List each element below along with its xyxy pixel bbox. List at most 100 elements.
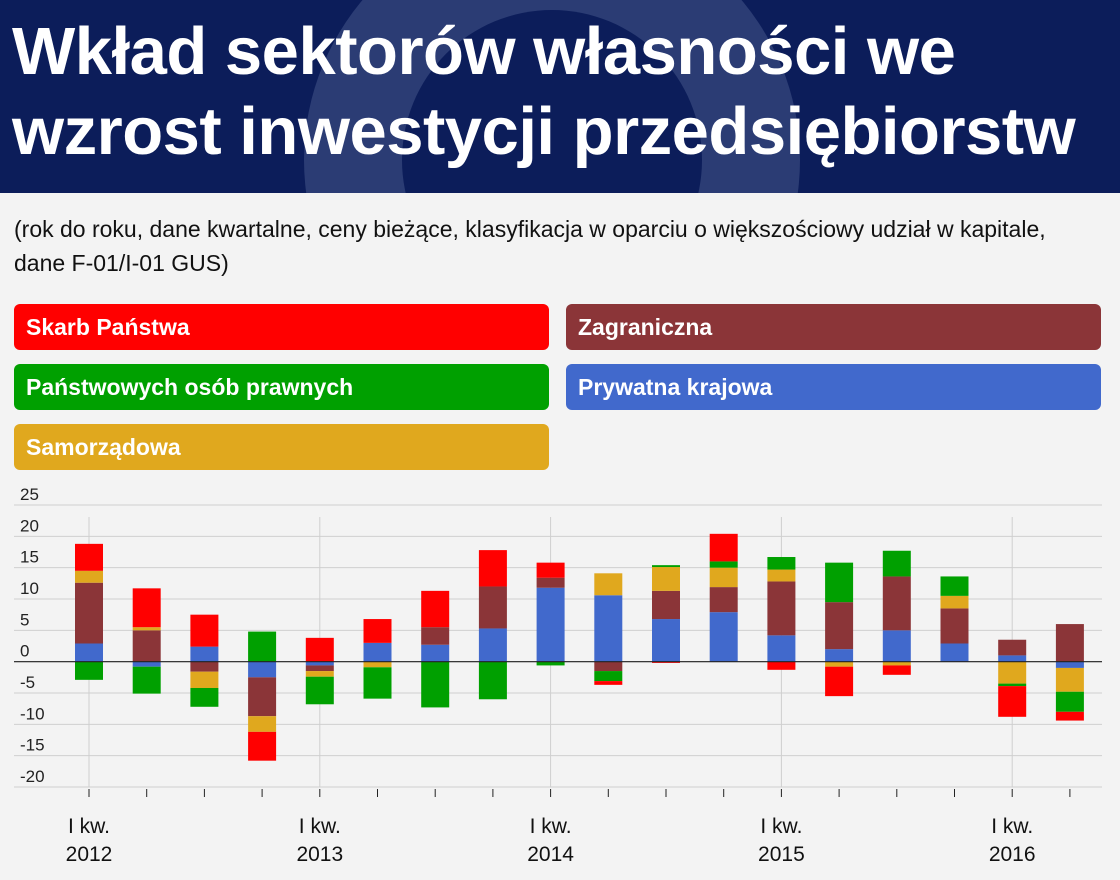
bar-segment-panstwowe [767, 557, 796, 570]
legend-item-samorzadowa: Samorządowa [14, 424, 549, 470]
bar-segment-samorzadowa [75, 570, 103, 583]
bar-segment-prywatna [652, 619, 680, 662]
bar-segment-prywatna [767, 635, 796, 662]
y-tick-label: 20 [20, 516, 39, 535]
y-tick-label: -5 [20, 673, 35, 692]
bar-segment-prywatna [75, 643, 103, 662]
bar-segment-panstwowe [190, 687, 219, 707]
header-logo-watermark [304, 0, 800, 193]
bar-segment-skarb [363, 619, 392, 643]
bar-segment-prywatna [132, 661, 161, 667]
bar-segment-zagraniczna [882, 576, 911, 631]
bar-segment-samorzadowa [709, 567, 738, 588]
bar-segment-prywatna [248, 661, 277, 678]
legend-label: Skarb Państwa [26, 314, 190, 340]
bar-segment-prywatna [421, 644, 450, 662]
bar-segment-skarb [1055, 711, 1084, 721]
x-tick-label-year: 2014 [527, 843, 574, 866]
bar-segment-samorzadowa [190, 671, 219, 688]
bar-segment-prywatna [478, 628, 507, 662]
bar-segment-prywatna [305, 661, 334, 666]
y-tick-label: 0 [20, 642, 29, 661]
bar-segment-skarb [594, 681, 623, 685]
bar-segment-panstwowe [1055, 691, 1084, 712]
bar-segment-samorzadowa [998, 661, 1027, 684]
bar-segment-samorzadowa [825, 661, 854, 667]
bar-segment-prywatna [940, 643, 969, 662]
x-tick-label-quarter: I kw. [68, 815, 110, 838]
legend-label: Samorządowa [26, 434, 181, 460]
bar-segment-skarb [75, 543, 103, 571]
bar-segment-panstwowe [940, 576, 969, 596]
bar-segment-prywatna [536, 587, 565, 662]
bar-segment-skarb [767, 661, 796, 670]
bar-segment-panstwowe [998, 683, 1027, 687]
bar-segment-zagraniczna [248, 677, 277, 717]
bar-segment-panstwowe [882, 550, 911, 577]
bar-segment-zagraniczna [132, 630, 161, 662]
bar-segment-prywatna [825, 649, 854, 662]
bar-segment-zagraniczna [940, 608, 969, 644]
x-tick-label-year: 2015 [758, 843, 805, 866]
bar-segment-skarb [652, 661, 680, 663]
chart-title: Wkład sektorów własności we wzrost inwes… [12, 14, 1076, 169]
y-tick-label: -15 [20, 736, 45, 755]
bar-segment-zagraniczna [75, 582, 103, 644]
bar-segment-panstwowe [825, 562, 854, 603]
bar-segment-panstwowe [652, 565, 680, 568]
bar-segment-skarb [709, 533, 738, 562]
legend-label: Prywatna krajowa [578, 374, 773, 400]
bar-segment-skarb [421, 590, 450, 628]
bar-segment-zagraniczna [767, 581, 796, 636]
header-banner: Wkład sektorów własności we wzrost inwes… [0, 0, 1120, 193]
bar-segment-prywatna [190, 646, 219, 662]
legend-label: Zagraniczna [578, 314, 713, 340]
bar-segment-prywatna [709, 612, 738, 662]
y-tick-label: 15 [20, 548, 39, 567]
bar-segment-zagraniczna [1055, 624, 1084, 662]
bar-segment-panstwowe [421, 661, 450, 708]
bar-segment-skarb [536, 562, 565, 578]
bar-segment-zagraniczna [190, 661, 219, 672]
bar-segment-skarb [305, 637, 334, 662]
bar-segment-prywatna [1055, 661, 1084, 668]
bar-segment-skarb [132, 588, 161, 628]
bar-segment-zagraniczna [305, 665, 334, 672]
legend-label: Państwowych osób prawnych [26, 374, 354, 400]
bar-segment-panstwowe [536, 661, 565, 666]
bar-segment-skarb [998, 686, 1027, 717]
bar-segment-samorzadowa [652, 567, 680, 591]
legend-item-panstwowych-osob-prawnych: Państwowych osób prawnych [14, 364, 549, 410]
bar-segment-samorzadowa [305, 671, 334, 677]
bar-segment-samorzadowa [940, 595, 969, 609]
bar-segment-panstwowe [305, 676, 334, 705]
bar-segment-samorzadowa [1055, 667, 1084, 692]
bar-segment-zagraniczna [998, 639, 1027, 656]
bar-segment-samorzadowa [248, 716, 277, 732]
y-tick-label: -10 [20, 704, 45, 723]
bar-segment-samorzadowa [594, 573, 623, 596]
bar-segment-panstwowe [363, 667, 392, 699]
bar-segment-samorzadowa [363, 661, 392, 668]
y-tick-label: 5 [20, 610, 29, 629]
x-tick-label-year: 2012 [66, 843, 113, 866]
bar-segment-skarb [882, 665, 911, 675]
x-tick-label-quarter: I kw. [991, 815, 1033, 838]
bar-segment-panstwowe [709, 561, 738, 568]
bar-segment-zagraniczna [594, 661, 623, 672]
bar-segment-zagraniczna [478, 586, 507, 629]
y-tick-label: 10 [20, 579, 39, 598]
bar-segment-panstwowe [75, 661, 103, 680]
x-tick-label-quarter: I kw. [530, 815, 572, 838]
bar-segment-zagraniczna [709, 587, 738, 613]
legend-item-prywatna-krajowa: Prywatna krajowa [566, 364, 1101, 410]
bar-segment-zagraniczna [652, 590, 680, 620]
bar-segment-prywatna [594, 595, 623, 662]
x-tick-label-year: 2013 [296, 843, 343, 866]
bar-segment-zagraniczna [536, 577, 565, 588]
x-tick-label-quarter: I kw. [299, 815, 341, 838]
bar-segment-samorzadowa [132, 627, 161, 631]
bar-segment-panstwowe [478, 661, 507, 700]
